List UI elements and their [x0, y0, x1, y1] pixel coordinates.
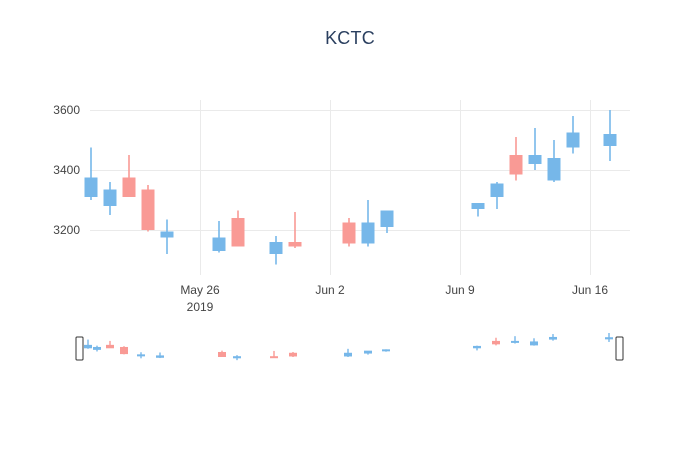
rangeslider-candle-body[interactable] — [289, 352, 297, 357]
ytick-label-3200: 3200 — [53, 223, 80, 237]
candle-body[interactable] — [528, 155, 542, 164]
rangeslider-candle-body[interactable] — [473, 345, 481, 349]
candle-body[interactable] — [380, 210, 394, 228]
rangeslider-candle-body[interactable] — [382, 349, 390, 352]
rangeslider-candle-body[interactable] — [549, 336, 557, 340]
candle-body[interactable] — [490, 183, 504, 198]
rangeslider-candle-body[interactable] — [530, 341, 538, 346]
candle-body[interactable] — [547, 158, 561, 181]
rangeslider-candlestick-series — [84, 333, 613, 361]
chart-title: KCTC — [325, 28, 375, 48]
rangeslider-candle-body[interactable] — [492, 340, 500, 345]
range-slider-handle-right[interactable] — [615, 336, 624, 361]
candle-body[interactable] — [84, 177, 98, 198]
rangeslider-candle-body[interactable] — [218, 351, 226, 357]
candle-body[interactable] — [160, 231, 174, 238]
y-axis-labels: 3600 3400 3200 — [53, 103, 80, 237]
candle-body[interactable] — [103, 189, 117, 207]
candle-body[interactable] — [141, 189, 155, 231]
candle-body[interactable] — [603, 134, 617, 146]
rangeslider-candle-body[interactable] — [106, 344, 114, 349]
candle-body[interactable] — [231, 218, 245, 247]
ytick-label-3400: 3400 — [53, 163, 80, 177]
rangeslider-candle-body[interactable] — [120, 346, 128, 355]
rangeslider-candle-body[interactable] — [344, 352, 352, 357]
rangeslider-candle-body[interactable] — [137, 354, 145, 357]
rangeslider-candle-body[interactable] — [270, 356, 278, 359]
rangeslider-candle-body[interactable] — [233, 356, 241, 359]
candle-body[interactable] — [212, 237, 226, 252]
rangeslider-candle-body[interactable] — [156, 355, 164, 358]
rangeslider-candle-body[interactable] — [93, 346, 101, 350]
ytick-label-3600: 3600 — [53, 103, 80, 117]
rangeslider-candle-body[interactable] — [364, 350, 372, 354]
y-gridlines — [90, 110, 630, 231]
rangeslider-handles[interactable] — [75, 336, 624, 361]
xtick-label-jun-16: Jun 16 — [572, 283, 608, 297]
candle-body[interactable] — [342, 222, 356, 244]
rangeslider-candle-body[interactable] — [84, 344, 92, 349]
range-slider-handle-left[interactable] — [75, 336, 84, 361]
candle-body[interactable] — [471, 203, 485, 209]
xtick-label-jun-2: Jun 2 — [315, 283, 345, 297]
rangeslider-candle-body[interactable] — [511, 340, 519, 343]
candle-body[interactable] — [509, 155, 523, 175]
candlestick-series — [84, 110, 617, 265]
xtick-label-jun-9: Jun 9 — [445, 283, 475, 297]
x-axis-labels: May 26 2019 Jun 2 Jun 9 Jun 16 — [180, 283, 608, 314]
rangeslider-candle-body[interactable] — [605, 337, 613, 340]
candle-body[interactable] — [269, 242, 283, 254]
xtick-label-may-26: May 26 — [180, 283, 220, 297]
xtick-label-may-26-year: 2019 — [187, 300, 214, 314]
candle-body[interactable] — [566, 132, 580, 148]
candle-body[interactable] — [122, 177, 136, 198]
x-gridlines — [200, 100, 591, 275]
candle-body[interactable] — [361, 222, 375, 244]
candle-body[interactable] — [288, 242, 302, 247]
